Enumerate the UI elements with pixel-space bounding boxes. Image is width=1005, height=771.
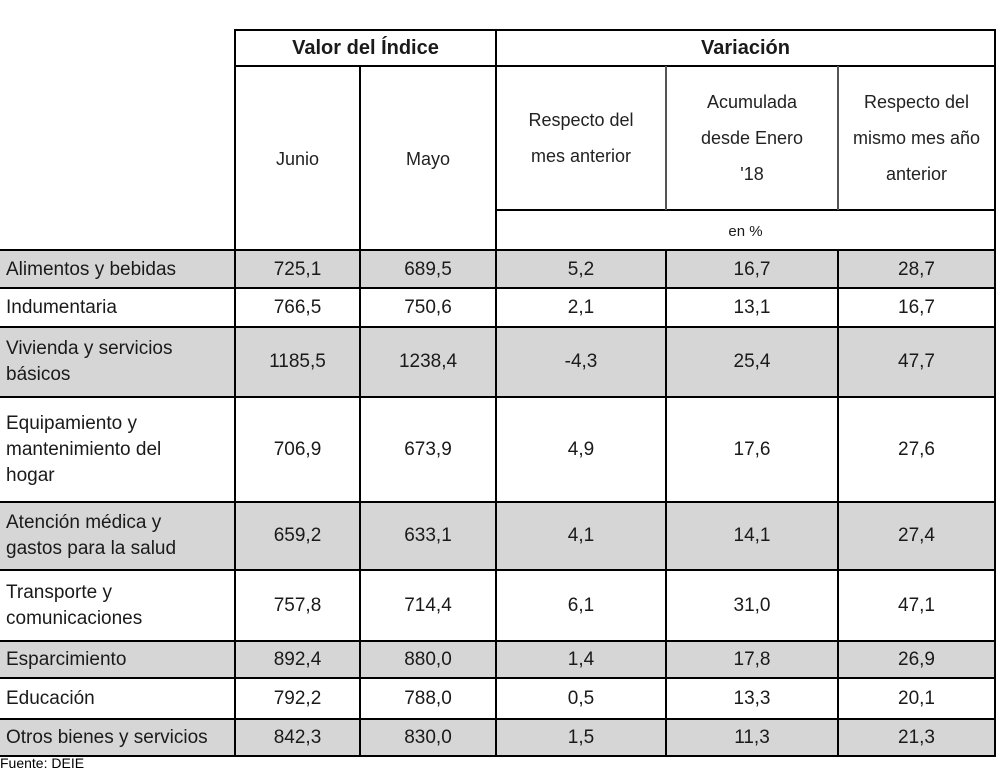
col-rule bbox=[837, 66, 839, 210]
cell-acumulada: 25,4 bbox=[733, 351, 771, 372]
cell-anual: 27,6 bbox=[898, 438, 935, 460]
cell-anual: 16,7 bbox=[898, 296, 935, 318]
cell-anual: 20,1 bbox=[898, 687, 935, 709]
cell-anual: 47,1 bbox=[898, 594, 935, 616]
rule-table-bottom bbox=[0, 755, 996, 757]
group-header-valor-indice: Valor del Índice bbox=[292, 36, 439, 59]
cell-mensual: 6,1 bbox=[567, 594, 595, 616]
cell-mayo: 750,6 bbox=[404, 296, 452, 318]
cell-acumulada: 31,0 bbox=[733, 594, 771, 616]
col-header-mayo: Mayo bbox=[405, 148, 450, 169]
cell-mayo: 633,1 bbox=[404, 525, 452, 546]
row-label: Alimentos y bebidas bbox=[6, 258, 177, 280]
cell-mayo: 1238,4 bbox=[398, 351, 458, 372]
cell-mayo: 714,4 bbox=[404, 594, 452, 616]
col-rule bbox=[359, 66, 361, 757]
row-shade-atencion bbox=[0, 502, 995, 570]
cell-mensual: 5,2 bbox=[567, 258, 595, 280]
cell-acumulada: 13,1 bbox=[733, 296, 771, 318]
row-label: Esparcimiento bbox=[6, 648, 127, 670]
cell-junio: 706,9 bbox=[273, 438, 322, 460]
cell-junio: 659,2 bbox=[273, 525, 322, 546]
row-label: Atención médica y gastos para la salud bbox=[6, 512, 177, 559]
row-label: Educación bbox=[6, 687, 95, 709]
cell-mensual: 4,9 bbox=[567, 438, 595, 460]
cell-junio: 792,2 bbox=[273, 687, 322, 709]
col-header-acumulada: Acumulada desde Enero '18 bbox=[700, 92, 804, 184]
cell-mensual: 1,5 bbox=[567, 726, 595, 748]
row-rule bbox=[0, 287, 996, 289]
cell-mensual: 1,4 bbox=[567, 648, 595, 670]
cell-junio: 1185,5 bbox=[269, 351, 326, 372]
row-rule bbox=[0, 501, 996, 503]
cell-junio: 766,5 bbox=[273, 296, 322, 318]
source-note: Fuente: DEIE bbox=[0, 755, 85, 771]
cell-acumulada: 14,1 bbox=[733, 525, 771, 546]
rule-unit-top bbox=[496, 209, 996, 211]
unit-label: en % bbox=[728, 223, 763, 240]
row-rule bbox=[0, 718, 996, 720]
cell-junio: 757,8 bbox=[273, 594, 322, 616]
cell-anual: 26,9 bbox=[898, 648, 935, 670]
row-rule bbox=[0, 640, 996, 642]
row-label: Indumentaria bbox=[6, 296, 117, 318]
row-label: Vivienda y servicios básicos bbox=[6, 338, 173, 385]
row-rule bbox=[0, 569, 996, 571]
row-rule bbox=[0, 326, 996, 328]
cell-junio: 892,4 bbox=[273, 648, 322, 670]
rule-header-bottom bbox=[0, 249, 996, 251]
col-rule-right bbox=[994, 29, 996, 757]
cell-acumulada: 13,3 bbox=[733, 687, 771, 709]
cell-mayo: 880,0 bbox=[404, 648, 452, 670]
cell-acumulada: 11,3 bbox=[734, 726, 770, 748]
row-shade-vivienda bbox=[0, 327, 995, 397]
row-label: Equipamiento y mantenimiento del hogar bbox=[6, 412, 162, 486]
cell-mensual: -4,3 bbox=[564, 351, 598, 372]
row-rule bbox=[0, 396, 996, 398]
cell-mensual: 0,5 bbox=[567, 687, 595, 709]
cell-anual: 47,7 bbox=[898, 351, 935, 372]
rule-group-bottom bbox=[234, 65, 996, 67]
group-header-variacion: Variación bbox=[701, 36, 790, 59]
col-rule bbox=[837, 250, 839, 757]
cell-acumulada: 17,6 bbox=[733, 438, 771, 460]
col-header-junio: Junio bbox=[275, 148, 320, 169]
cell-junio: 842,3 bbox=[273, 726, 322, 748]
cell-anual: 28,7 bbox=[898, 258, 935, 280]
cell-mayo: 673,9 bbox=[404, 438, 452, 460]
cell-acumulada: 17,8 bbox=[733, 648, 771, 670]
cell-junio: 725,1 bbox=[273, 258, 322, 280]
row-rule bbox=[0, 677, 996, 679]
cell-mensual: 4,1 bbox=[567, 525, 595, 546]
row-label: Otros bienes y servicios bbox=[6, 726, 208, 748]
cell-mayo: 788,0 bbox=[404, 687, 452, 709]
cell-anual: 21,3 bbox=[898, 726, 935, 748]
col-rule bbox=[234, 29, 236, 757]
col-rule bbox=[495, 29, 497, 757]
col-rule bbox=[665, 66, 667, 210]
row-label: Transporte y comunicaciones bbox=[6, 581, 143, 629]
cell-anual: 27,4 bbox=[898, 525, 935, 546]
rule-header-top bbox=[234, 29, 996, 31]
row-shade-alimentos bbox=[0, 251, 995, 288]
cell-mayo: 830,0 bbox=[404, 726, 452, 748]
col-header-anual: Respecto del mismo mes año anterior bbox=[852, 92, 981, 184]
row-shade-esparcimiento bbox=[0, 641, 995, 678]
col-header-mes-anterior: Respecto del mes anterior bbox=[528, 110, 634, 166]
row-shade-otros bbox=[0, 719, 995, 756]
cell-mensual: 2,1 bbox=[567, 296, 595, 318]
col-rule bbox=[665, 250, 667, 757]
cell-mayo: 689,5 bbox=[404, 258, 452, 280]
cell-acumulada: 16,7 bbox=[733, 258, 771, 280]
